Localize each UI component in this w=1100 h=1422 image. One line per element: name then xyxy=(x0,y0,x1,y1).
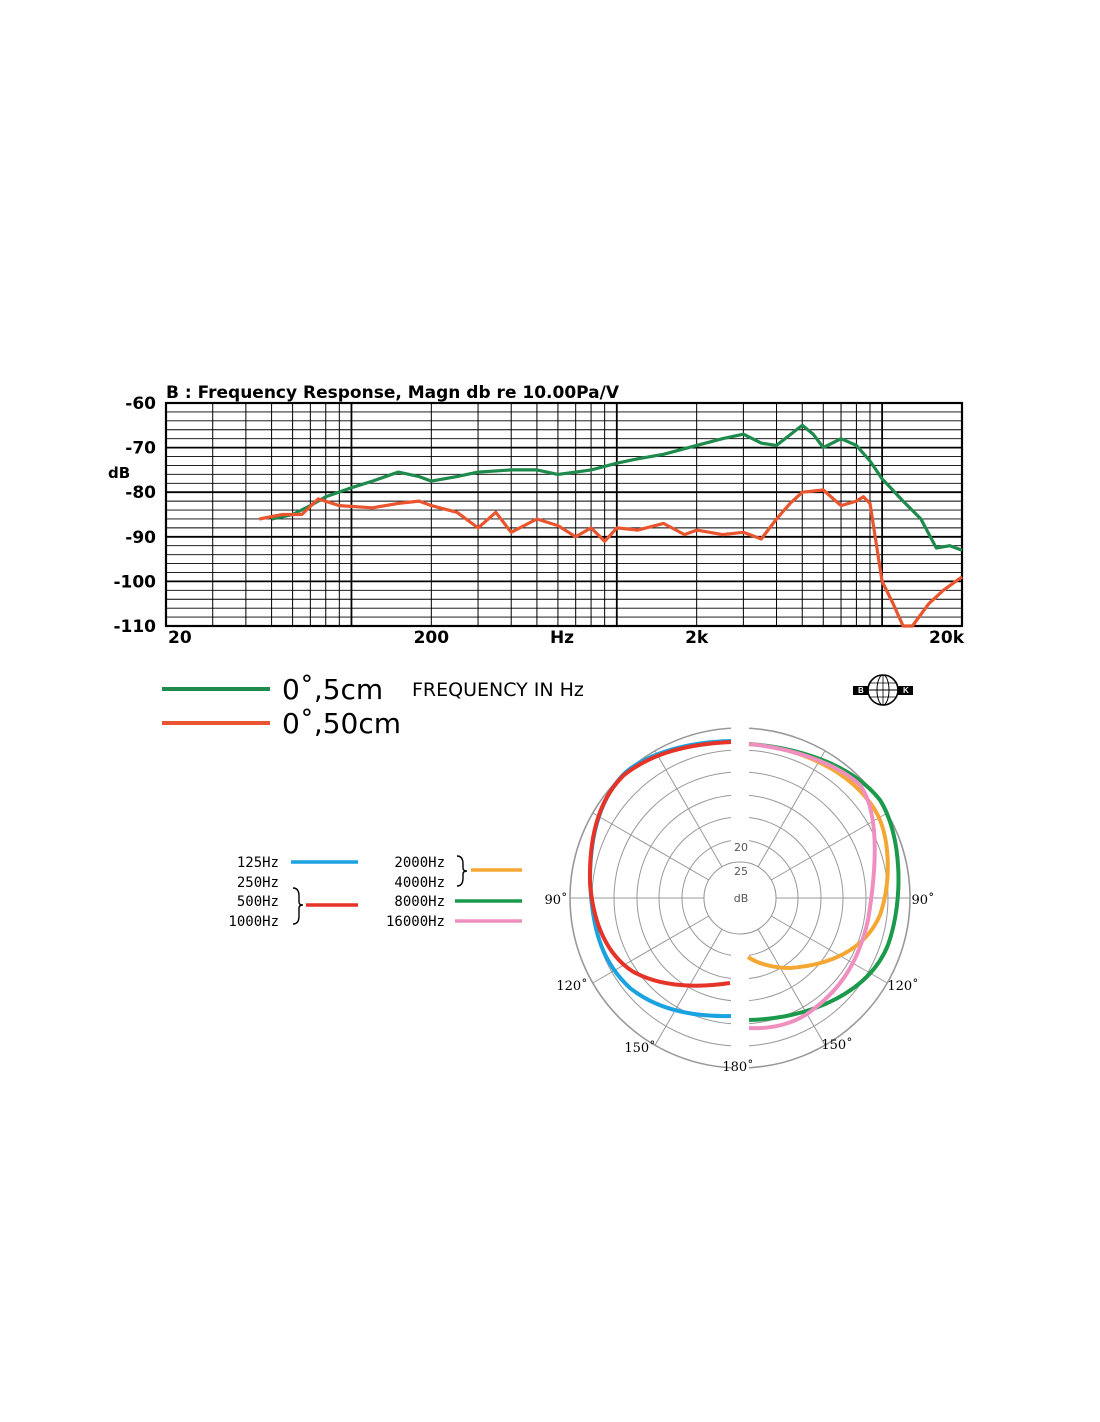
y-tick-label: -80 xyxy=(125,483,156,503)
polar-spoke xyxy=(757,750,826,868)
frequency-response-chart: B : Frequency Response, Magn db re 10.00… xyxy=(108,383,965,740)
polar-legend: 125Hz 250Hz 500Hz 1000Hz 2000Hz 4000Hz 8… xyxy=(228,855,522,930)
legend-label-250hz: 250Hz xyxy=(237,875,279,891)
legend-label-series-2: 0˚,50cm xyxy=(282,707,401,740)
ring-label-25: 25 xyxy=(734,865,748,878)
x-tick-label: 20k xyxy=(929,628,965,648)
polar-spoke xyxy=(757,928,826,1046)
legend-label-8000hz: 8000Hz xyxy=(394,894,445,910)
chart-title: B : Frequency Response, Magn db re 10.00… xyxy=(166,383,620,403)
angle-label-90-left: 90˚ xyxy=(544,892,567,908)
x-tick-label: 200 xyxy=(414,628,450,648)
x-tick-labels: 20 200 2k 20k xyxy=(168,628,965,648)
y-tick-label: -60 xyxy=(125,394,156,414)
chart-grid xyxy=(166,403,962,626)
legend-brace-red xyxy=(292,887,304,925)
ring-unit-db: dB xyxy=(734,892,749,905)
legend-label-4000hz: 4000Hz xyxy=(394,875,445,891)
x-tick-label: 2k xyxy=(685,628,709,648)
polar-spoke xyxy=(592,812,710,881)
y-axis-label: dB xyxy=(108,464,130,482)
polar-hub xyxy=(703,861,777,935)
legend-label-500hz: 500Hz xyxy=(237,894,279,910)
legend-label-125hz: 125Hz xyxy=(237,855,279,871)
polar-spoke xyxy=(770,915,888,984)
legend-label-1000hz: 1000Hz xyxy=(228,914,279,930)
x-axis-label: Hz xyxy=(550,628,574,648)
series-line-2 xyxy=(259,488,963,628)
bk-logo: B K xyxy=(853,674,913,706)
curve-250-1000hz xyxy=(587,740,732,988)
polar-pattern-chart: 20 25 dB 90˚ 120˚ 150˚ 180˚ 150˚ 120˚ 90… xyxy=(228,720,935,1076)
x-tick-label: 20 xyxy=(168,628,192,648)
plot-frame xyxy=(164,401,964,628)
y-tick-label: -110 xyxy=(113,617,156,637)
curve-2000-4000hz xyxy=(746,742,890,971)
legend-label-2000hz: 2000Hz xyxy=(394,855,445,871)
angle-label-150-left: 150˚ xyxy=(624,1040,655,1056)
legend-brace-orange xyxy=(456,855,468,887)
logo-letter-k: K xyxy=(903,686,909,695)
ring-label-20: 20 xyxy=(734,841,748,854)
legend-label-16000hz: 16000Hz xyxy=(386,914,445,930)
angle-label-120-right: 120˚ xyxy=(887,978,918,994)
angle-label-120-left: 120˚ xyxy=(556,978,587,994)
y-tick-labels: -60 -70 -80 -90 -100 -110 xyxy=(113,394,156,637)
series-line-1 xyxy=(271,423,963,552)
angle-label-90-right: 90˚ xyxy=(911,892,934,908)
polar-grid xyxy=(569,720,911,1076)
y-tick-label: -100 xyxy=(113,572,156,592)
y-tick-label: -70 xyxy=(125,439,156,459)
angle-label-150-right: 150˚ xyxy=(821,1037,852,1053)
legend-label-series-1: 0˚,5cm xyxy=(282,673,383,706)
series-lines xyxy=(259,423,963,628)
angle-label-180: 180˚ xyxy=(722,1059,753,1075)
curve-16000hz xyxy=(748,742,877,1031)
y-tick-label: -90 xyxy=(125,528,156,548)
frequency-caption: FREQUENCY IN Hz xyxy=(412,679,584,701)
logo-letter-b: B xyxy=(858,686,864,695)
chart-legend: 0˚,5cm FREQUENCY IN Hz 0˚,50cm xyxy=(162,673,584,740)
polar-spoke xyxy=(592,915,710,984)
polar-spoke xyxy=(654,750,723,868)
polar-spoke xyxy=(770,812,888,881)
